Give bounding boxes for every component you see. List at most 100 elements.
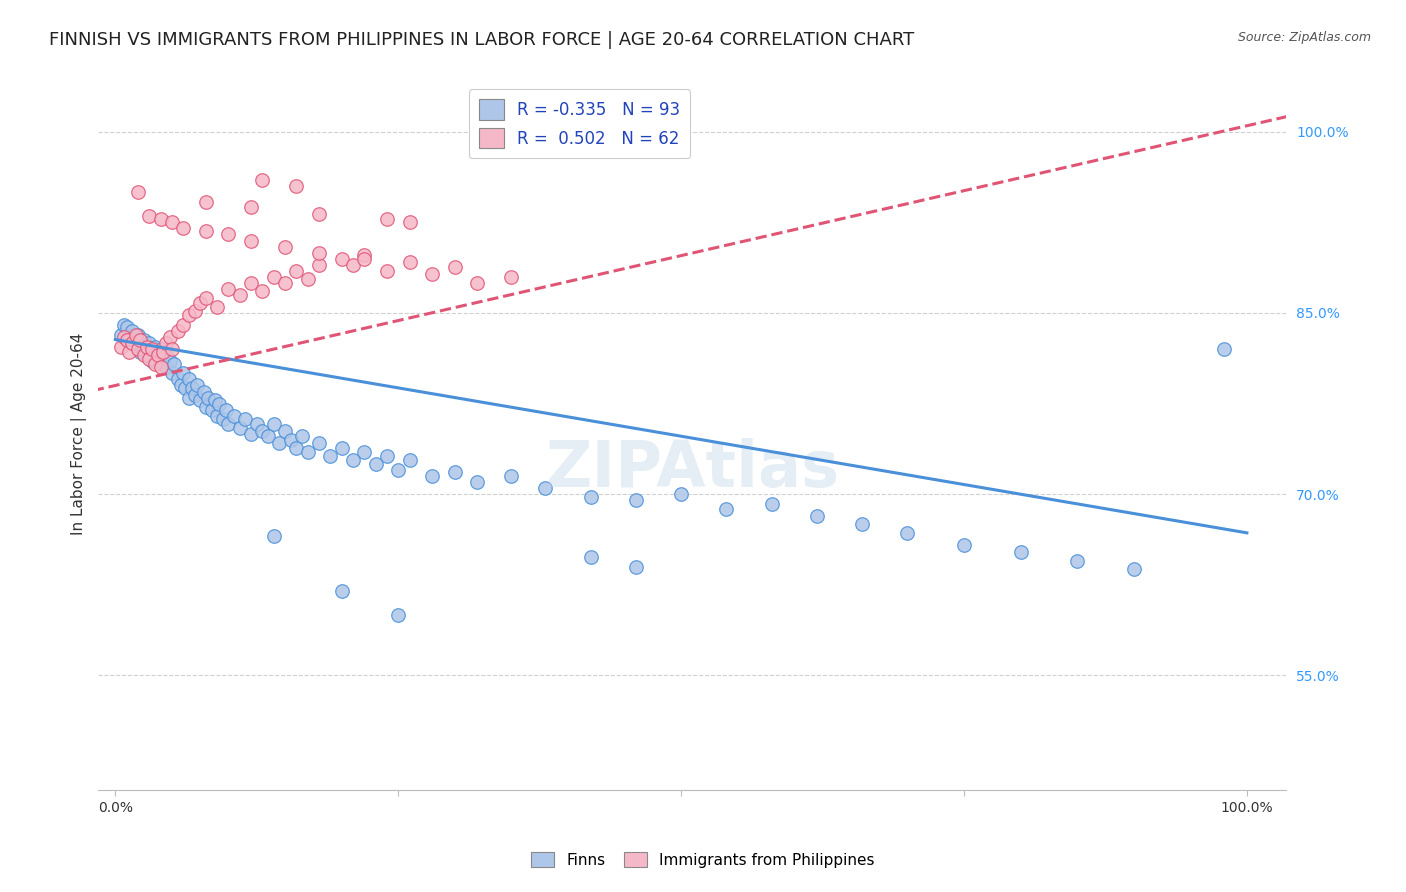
Point xyxy=(115,333,138,347)
Point xyxy=(172,367,194,381)
Legend: R = -0.335   N = 93, R =  0.502   N = 62: R = -0.335 N = 93, R = 0.502 N = 62 xyxy=(468,89,690,159)
Point xyxy=(118,333,141,347)
Point xyxy=(443,466,465,480)
Point xyxy=(141,354,163,368)
Point xyxy=(208,396,231,410)
Point xyxy=(181,381,204,395)
Point xyxy=(263,417,285,431)
Point xyxy=(851,517,873,532)
Point xyxy=(624,493,647,508)
Point xyxy=(240,276,263,290)
Point xyxy=(285,442,308,456)
Point xyxy=(467,475,489,489)
Point xyxy=(149,343,172,357)
Point xyxy=(1213,343,1236,357)
Point xyxy=(579,549,602,564)
Point xyxy=(257,429,280,443)
Point xyxy=(160,215,183,229)
Point xyxy=(132,343,155,357)
Point xyxy=(387,463,409,477)
Point xyxy=(204,392,226,407)
Point xyxy=(443,260,465,274)
Point xyxy=(274,239,297,253)
Point xyxy=(115,320,138,334)
Point xyxy=(132,333,155,347)
Point xyxy=(252,425,274,439)
Point xyxy=(263,529,285,543)
Point xyxy=(806,508,828,523)
Point xyxy=(534,481,557,495)
Point xyxy=(330,252,353,266)
Point xyxy=(172,318,194,332)
Point xyxy=(155,348,177,362)
Point xyxy=(285,179,308,194)
Text: Source: ZipAtlas.com: Source: ZipAtlas.com xyxy=(1237,31,1371,45)
Point xyxy=(297,272,319,286)
Point xyxy=(716,501,738,516)
Point xyxy=(159,330,181,344)
Point xyxy=(121,336,143,351)
Point xyxy=(308,245,330,260)
Point xyxy=(211,412,233,426)
Point xyxy=(186,378,208,392)
Point xyxy=(155,336,177,351)
Point xyxy=(1122,562,1144,576)
Point xyxy=(121,324,143,338)
Point xyxy=(218,282,240,296)
Point xyxy=(174,381,197,395)
Point xyxy=(170,378,193,392)
Point xyxy=(194,292,217,306)
Point xyxy=(252,285,274,299)
Point xyxy=(177,309,200,323)
Point xyxy=(375,211,398,226)
Point xyxy=(297,445,319,459)
Point xyxy=(229,421,252,435)
Point xyxy=(136,340,159,354)
Point xyxy=(579,490,602,504)
Text: ZIPAtlas: ZIPAtlas xyxy=(546,439,839,500)
Point xyxy=(136,348,159,362)
Point xyxy=(125,327,148,342)
Point xyxy=(218,417,240,431)
Point xyxy=(172,221,194,235)
Point xyxy=(1066,554,1088,568)
Point xyxy=(160,367,183,381)
Point xyxy=(398,255,420,269)
Point xyxy=(501,469,523,483)
Point xyxy=(194,401,217,415)
Legend: Finns, Immigrants from Philippines: Finns, Immigrants from Philippines xyxy=(526,846,880,873)
Point xyxy=(291,429,314,443)
Text: FINNISH VS IMMIGRANTS FROM PHILIPPINES IN LABOR FORCE | AGE 20-64 CORRELATION CH: FINNISH VS IMMIGRANTS FROM PHILIPPINES I… xyxy=(49,31,914,49)
Point xyxy=(127,343,149,357)
Point xyxy=(420,268,443,282)
Point xyxy=(183,388,205,402)
Point xyxy=(127,327,149,342)
Point xyxy=(285,263,308,277)
Point xyxy=(132,348,155,362)
Point xyxy=(280,433,302,447)
Point xyxy=(252,173,274,187)
Point xyxy=(193,384,215,399)
Point xyxy=(353,248,375,262)
Point xyxy=(129,333,152,347)
Point xyxy=(155,360,177,375)
Point xyxy=(624,559,647,574)
Point xyxy=(353,252,375,266)
Point xyxy=(269,436,291,450)
Point xyxy=(188,392,211,407)
Point xyxy=(127,185,149,199)
Point xyxy=(177,391,200,405)
Point xyxy=(263,269,285,284)
Point xyxy=(148,344,170,359)
Point xyxy=(218,227,240,242)
Point xyxy=(127,340,149,354)
Point xyxy=(761,497,783,511)
Point xyxy=(152,344,174,359)
Point xyxy=(953,538,976,552)
Point xyxy=(246,417,269,431)
Point xyxy=(330,442,353,456)
Point xyxy=(342,258,364,272)
Point xyxy=(110,340,132,354)
Point xyxy=(121,336,143,351)
Point xyxy=(194,194,217,209)
